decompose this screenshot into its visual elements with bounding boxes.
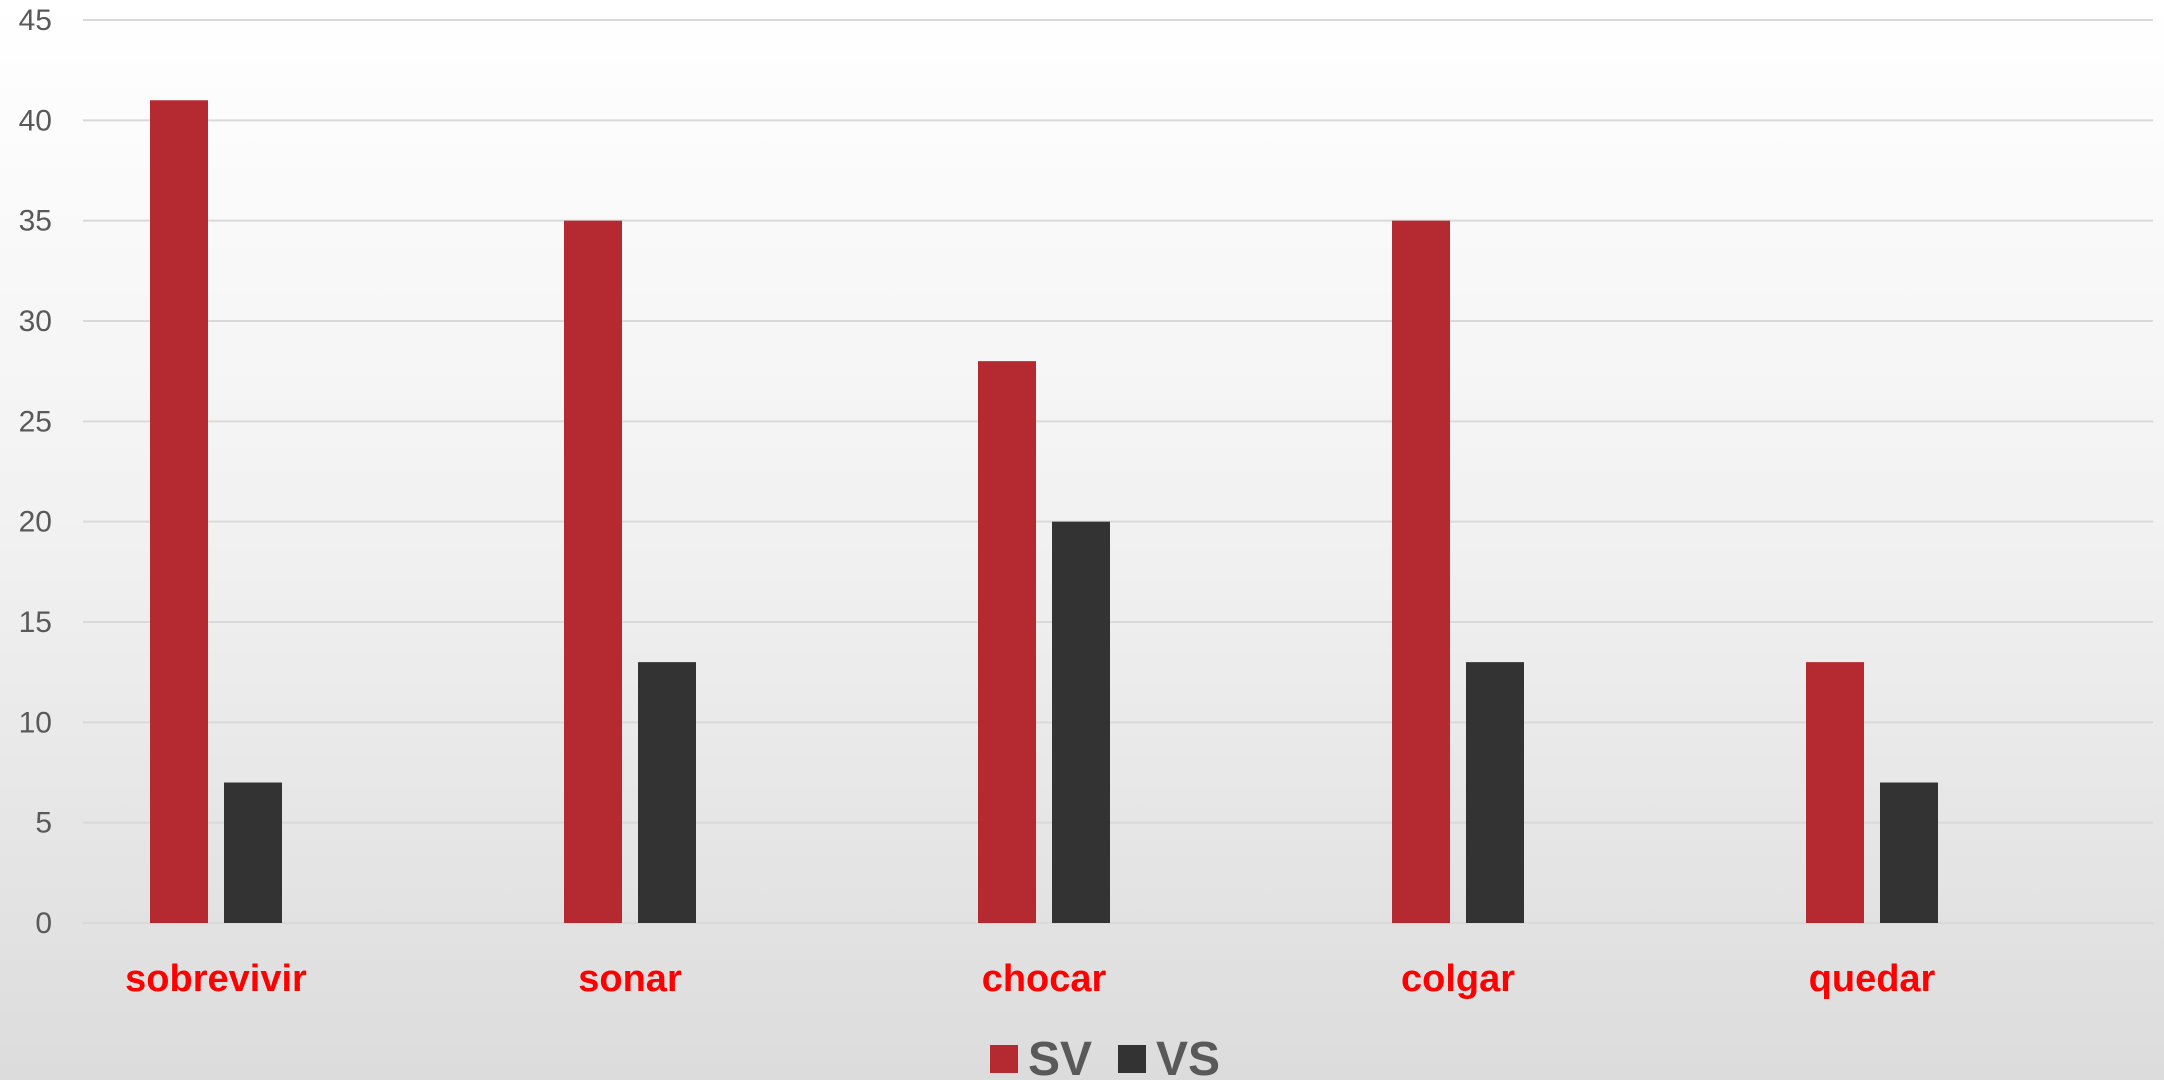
legend-label-vs: VS — [1156, 1033, 1220, 1080]
category-label-quedar: quedar — [1809, 958, 1936, 1000]
bar-vs-sonar — [638, 662, 696, 923]
category-label-chocar: chocar — [982, 958, 1107, 1000]
bar-sv-colgar — [1392, 220, 1450, 923]
legend-swatch-sv — [990, 1045, 1018, 1073]
y-tick-label: 0 — [35, 907, 52, 940]
legend-swatch-vs — [1118, 1045, 1146, 1073]
gridlines — [83, 19, 2153, 924]
y-tick-label: 15 — [19, 606, 52, 639]
legend: SV VS — [990, 1033, 1220, 1080]
y-tick-label: 20 — [19, 506, 52, 539]
y-tick-label: 30 — [19, 305, 52, 338]
bar-sv-sobrevivir — [150, 100, 208, 924]
bar-sv-chocar — [978, 361, 1036, 924]
bar-vs-chocar — [1052, 521, 1110, 923]
y-tick-label: 25 — [19, 405, 52, 438]
y-tick-label: 45 — [19, 4, 52, 37]
y-axis-ticks: 0 5 10 15 20 25 30 35 40 45 — [19, 4, 52, 940]
y-tick-label: 5 — [35, 807, 52, 840]
x-axis-categories: sobrevivir sonar chocar colgar quedar — [125, 958, 1935, 1000]
bars — [150, 100, 1938, 924]
category-label-sobrevivir: sobrevivir — [125, 958, 307, 1000]
y-tick-label: 35 — [19, 205, 52, 238]
bar-vs-colgar — [1466, 662, 1524, 923]
bar-vs-quedar — [1880, 782, 1938, 923]
bar-sv-sonar — [564, 220, 622, 923]
y-tick-label: 10 — [19, 706, 52, 739]
category-label-colgar: colgar — [1401, 958, 1515, 1000]
bar-sv-quedar — [1806, 662, 1864, 923]
category-label-sonar: sonar — [578, 958, 682, 1000]
legend-label-sv: SV — [1028, 1033, 1092, 1080]
bar-vs-sobrevivir — [224, 782, 282, 923]
y-tick-label: 40 — [19, 104, 52, 137]
